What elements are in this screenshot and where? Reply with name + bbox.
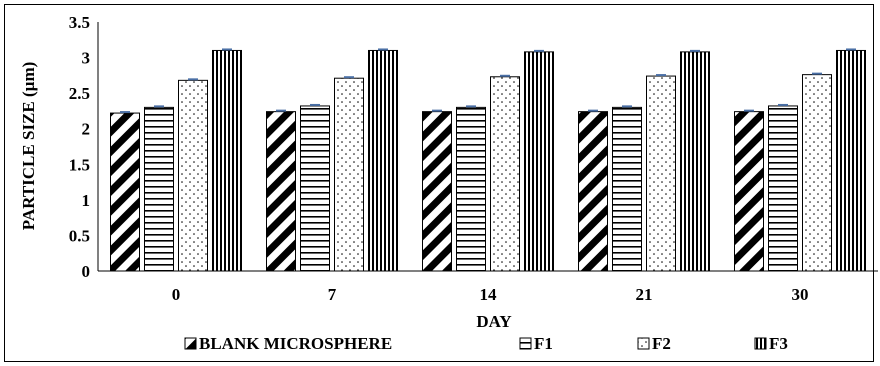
legend: BLANK MICROSPHERE F1 F2 F3	[184, 334, 788, 353]
bar-f1-day-21	[612, 106, 642, 272]
legend-label: BLANK MICROSPHERE	[199, 334, 392, 353]
legend-swatch	[519, 337, 532, 350]
bar-f1-day-7	[300, 105, 330, 272]
y-tick-label: 0.5	[69, 226, 90, 245]
bar-f1-day-30	[768, 105, 798, 272]
plot-area	[97, 22, 878, 272]
x-axis-ticks: 0 7 14 21 30	[172, 285, 809, 304]
legend-label: F1	[534, 334, 553, 353]
x-tick-label: 7	[328, 285, 337, 304]
y-tick-label: 0	[82, 262, 91, 281]
bar-f3-day-0	[212, 49, 242, 272]
legend-swatch	[184, 337, 197, 350]
legend-label: F3	[769, 334, 788, 353]
legend-swatch	[637, 337, 650, 350]
bar-f2-day-21	[646, 75, 676, 272]
bar-f2-day-0	[178, 79, 208, 272]
y-tick-label: 2	[82, 120, 91, 139]
legend-label: F2	[652, 334, 671, 353]
bar-f1-day-0	[144, 106, 174, 272]
x-tick-label: 14	[480, 285, 498, 304]
bar-f3-day-21	[680, 51, 710, 272]
y-tick-label: 1.5	[69, 155, 90, 174]
bar-f3-day-30	[836, 49, 866, 272]
x-tick-label: 0	[172, 285, 181, 304]
bar-blank-microsphere-day-14	[422, 111, 452, 272]
x-tick-label: 30	[792, 285, 809, 304]
bar-f1-day-14	[456, 106, 486, 272]
bar-blank-microsphere-day-7	[266, 111, 296, 272]
y-tick-label: 2.5	[69, 84, 90, 103]
bar-blank-microsphere-day-0	[110, 112, 140, 272]
legend-swatch	[754, 337, 767, 350]
y-axis-title: PARTICLE SIZE (µm)	[19, 62, 38, 231]
x-axis-title: DAY	[476, 312, 511, 331]
y-tick-label: 3	[82, 49, 91, 68]
y-tick-label: 3.5	[69, 13, 90, 32]
bar-blank-microsphere-day-30	[734, 111, 764, 272]
bar-f2-day-30	[802, 74, 832, 272]
y-axis-ticks: 0 0.5 1 1.5 2 2.5 3 3.5	[69, 13, 90, 281]
y-tick-label: 1	[82, 191, 91, 210]
bar-f3-day-7	[368, 49, 398, 272]
x-tick-label: 21	[636, 285, 653, 304]
bar-f2-day-7	[334, 77, 364, 272]
bar-blank-microsphere-day-21	[578, 111, 608, 272]
bar-f2-day-14	[490, 76, 520, 272]
bar-f3-day-14	[524, 51, 554, 272]
